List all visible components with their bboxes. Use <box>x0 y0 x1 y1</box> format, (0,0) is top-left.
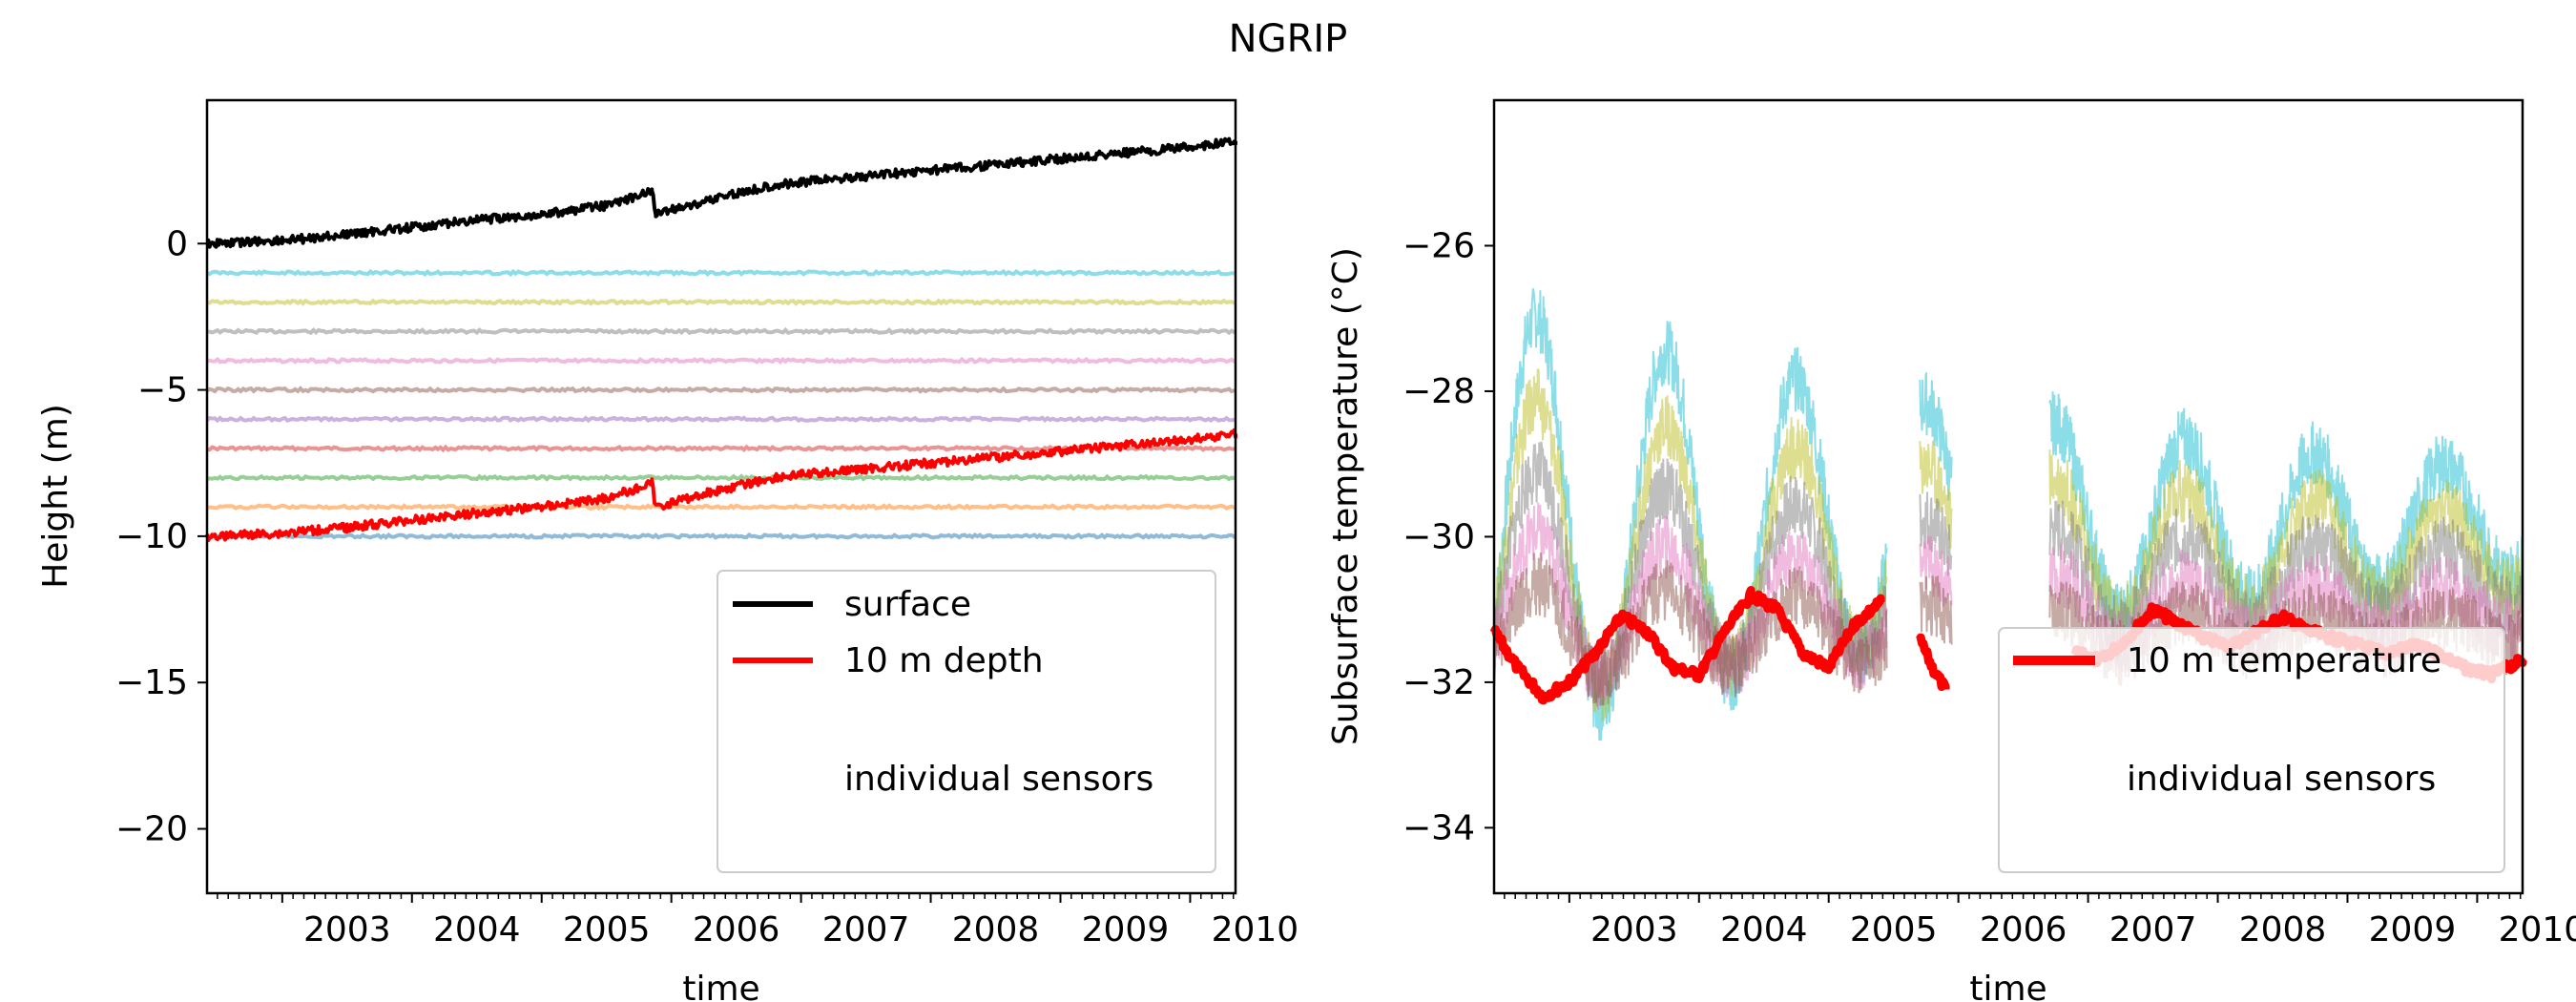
temperature-x-tick-label: 2008 <box>2239 910 2327 950</box>
height-x-tick-label: 2010 <box>1212 910 1299 950</box>
height-x-tick-label: 2007 <box>822 910 910 950</box>
sensor-level-line <box>206 326 1236 336</box>
temperature-x-tick-label: 2010 <box>2499 910 2576 950</box>
temperature-x-tick-label: 2009 <box>2369 910 2457 950</box>
sensor-temperature-line <box>1493 441 1888 707</box>
sensor-temperature-line <box>1493 368 1888 721</box>
temperature-legend: 10 m temperature individual sensors <box>1998 627 2505 873</box>
height-x-tick-label: 2005 <box>563 910 651 950</box>
height-y-tick-label: −15 <box>115 663 188 702</box>
height-x-tick-label: 2008 <box>952 910 1040 950</box>
sensor-temperature-line <box>1919 491 1953 576</box>
height-y-tick-label: −5 <box>137 371 188 410</box>
legend-label-individual-sensors: individual sensors <box>844 760 1153 799</box>
sensor-temperature-line <box>1493 502 1888 710</box>
temperature-x-tick-label: 2005 <box>1850 910 1938 950</box>
figure-title: NGRIP <box>1229 17 1348 61</box>
height-x-tick-label: 2003 <box>303 910 391 950</box>
temperature-y-tick-label: −34 <box>1402 808 1475 847</box>
sensor-level-line <box>206 473 1236 482</box>
sensor-temperature-line <box>1919 440 1953 549</box>
sensor-temperature-line <box>1493 288 1888 741</box>
height-x-tick-label: 2004 <box>433 910 521 950</box>
height-x-tick-label: 2009 <box>1082 910 1170 950</box>
temperature-10m-series-line <box>1489 586 1885 705</box>
height-x-tick-label: 2006 <box>693 910 780 950</box>
temperature-x-axis-label: time <box>1969 970 2046 1002</box>
temperature-legend-box <box>1998 627 2505 873</box>
height-y-tick-label: 0 <box>166 224 188 263</box>
depth-10m-series-line <box>205 428 1237 543</box>
temperature-y-tick-label: −26 <box>1402 226 1475 265</box>
height-y-tick-label: −10 <box>115 517 188 556</box>
height-panel: 2003 2004 2005 2006 2007 2008 2009 2010 0 −5 −10 −… <box>36 98 1299 1002</box>
height-legend-box <box>717 570 1216 873</box>
height-legend: surface 10 m depth individual sensors <box>717 570 1216 873</box>
sensor-level-line <box>205 386 1236 394</box>
sensor-temperature-line <box>2048 449 2524 643</box>
sensor-level-line <box>206 503 1236 511</box>
sensor-level-line <box>206 356 1236 365</box>
sensor-temperature-line <box>1493 552 1888 706</box>
sensor-level-line <box>206 298 1236 306</box>
temperature-y-tick-label: −30 <box>1402 517 1475 556</box>
sensor-level-line <box>206 268 1236 278</box>
sensor-temperature-line <box>1919 372 1953 501</box>
sensor-temperature-line <box>1919 535 1953 607</box>
sensor-temperature-line <box>1919 575 1953 645</box>
temperature-y-tick-label: −32 <box>1402 663 1475 702</box>
legend-label-10m-depth: 10 m depth <box>844 641 1044 680</box>
sensor-level-line <box>205 415 1236 424</box>
temperature-panel: 2003 2004 2005 2006 2007 2008 2009 2010 −26−28−… <box>1326 98 2576 1002</box>
temperature-y-axis-label: Subsurface temperature (°C) <box>1326 247 1365 745</box>
height-plot-area <box>205 136 1237 543</box>
temperature-x-tick-label: 2004 <box>1720 910 1808 950</box>
temperature-x-tick-label: 2006 <box>1980 910 2067 950</box>
temperature-10m-series-line <box>1915 633 1950 691</box>
temperature-y-tick-label: −28 <box>1402 372 1475 411</box>
height-x-axis: 2003 2004 2005 2006 2007 2008 2009 2010 <box>217 893 1299 950</box>
height-plot-frame <box>205 98 1237 895</box>
height-y-tick-label: −20 <box>115 810 188 849</box>
height-y-axis-label: Height (m) <box>36 404 75 589</box>
temperature-x-axis: 2003 2004 2005 2006 2007 2008 2009 2010 <box>1504 893 2576 950</box>
height-x-axis-label: time <box>682 970 759 1002</box>
height-y-axis: 0 −5 −10 −15 −20 <box>115 224 207 849</box>
sensor-level-line <box>206 532 1236 540</box>
sensor-level-line <box>206 444 1236 453</box>
temperature-plot-frame <box>1492 98 2524 895</box>
temperature-x-tick-label: 2003 <box>1590 910 1678 950</box>
surface-series-line <box>205 136 1237 249</box>
temperature-plot-area <box>1489 288 2527 741</box>
temperature-y-axis: −26 −28 −30 −32 −34 <box>1402 226 1494 847</box>
legend-label-individual-sensors-right: individual sensors <box>2127 760 2436 799</box>
temperature-x-tick-label: 2007 <box>2109 910 2197 950</box>
legend-label-10m-temperature: 10 m temperature <box>2127 641 2441 680</box>
legend-label-surface: surface <box>844 585 971 624</box>
